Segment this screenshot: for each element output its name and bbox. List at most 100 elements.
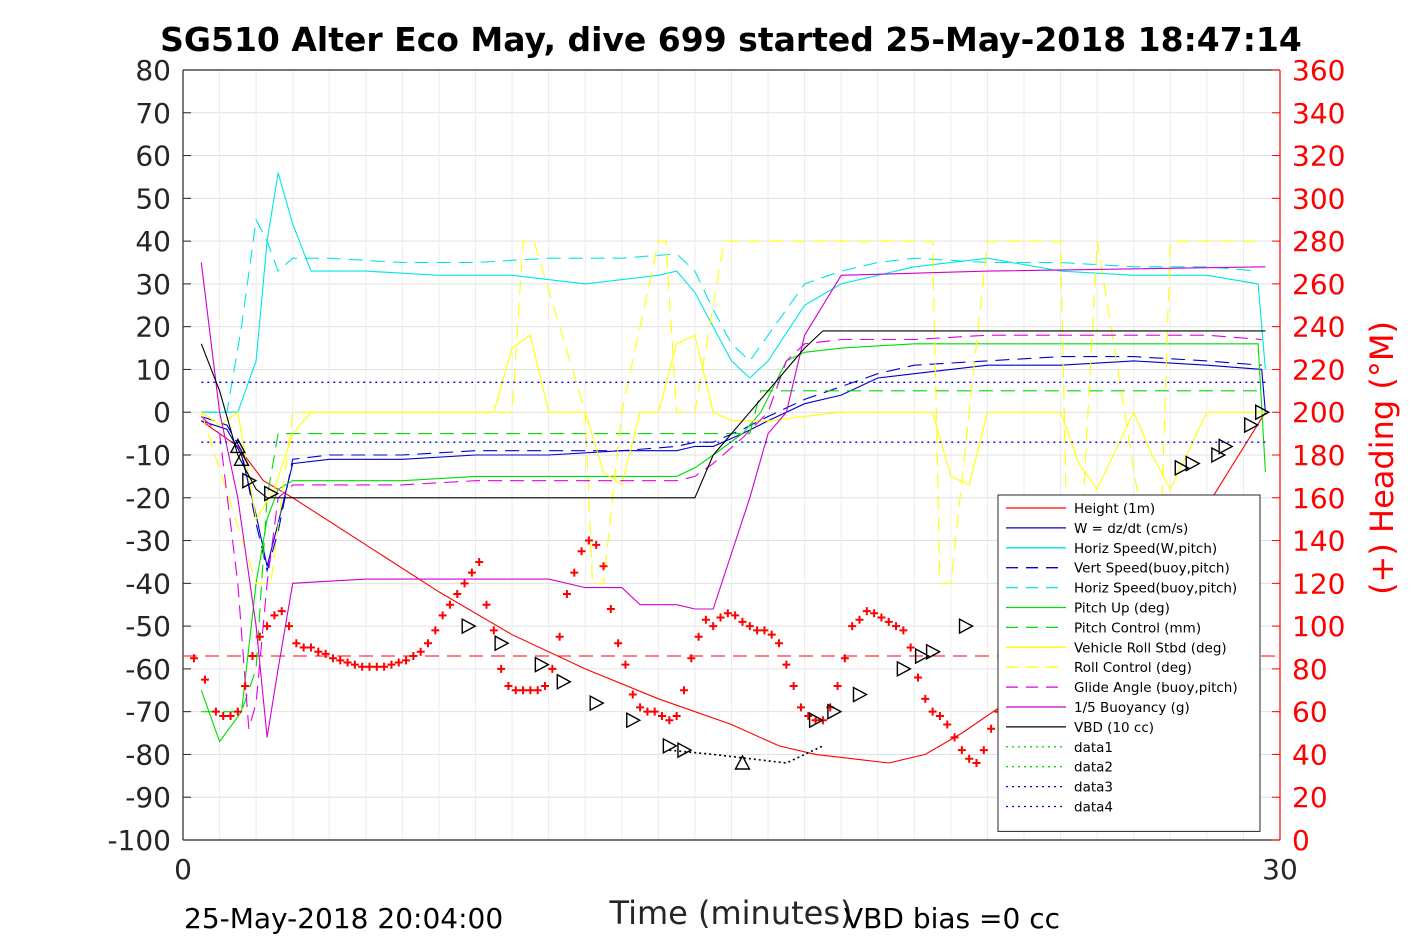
legend-label: data2	[1074, 760, 1113, 776]
heading-point	[299, 643, 308, 652]
heading-point	[833, 682, 842, 690]
y-tick-right-label: 80	[1292, 653, 1328, 686]
heading-point	[899, 626, 908, 635]
y-tick-left-label: 60	[135, 140, 171, 173]
series-line-1-5-buoyancy-g	[200, 262, 1266, 738]
heading-point	[614, 639, 623, 648]
heading-point	[679, 686, 688, 695]
heading-point	[504, 682, 513, 690]
heading-point	[548, 664, 557, 673]
triangle-up-marker	[229, 437, 247, 454]
y-tick-right-label: 260	[1292, 268, 1345, 301]
triangle-right-marker	[808, 712, 825, 729]
heading-point	[621, 660, 630, 669]
heading-point	[248, 652, 257, 661]
heading-point	[562, 590, 571, 599]
y-tick-left-label: -100	[107, 824, 171, 857]
y-tick-right-label: 40	[1292, 738, 1328, 771]
heading-point	[701, 615, 710, 624]
heading-point	[241, 682, 250, 690]
legend-label: data1	[1074, 740, 1113, 756]
triangle-right-marker	[914, 647, 931, 665]
y-tick-right-label: 300	[1292, 182, 1345, 215]
triangle-right-marker	[1174, 459, 1190, 477]
series-line-pitch-up-deg	[200, 343, 1266, 743]
heading-point	[599, 562, 608, 571]
heading-point	[840, 654, 849, 663]
heading-point	[233, 707, 242, 716]
triangle-up-marker	[233, 450, 250, 466]
heading-point	[723, 609, 732, 618]
heading-point	[372, 662, 381, 671]
heading-point	[423, 639, 432, 648]
triangle-right-marker	[896, 660, 912, 678]
heading-point	[314, 647, 323, 656]
heading-point	[782, 660, 791, 669]
triangle-right-marker	[662, 737, 678, 755]
heading-point	[650, 707, 659, 716]
heading-point	[811, 716, 820, 725]
heading-point	[321, 649, 330, 658]
legend-label: data3	[1074, 780, 1113, 796]
y-tick-left-label: 40	[135, 225, 171, 258]
triangle-right-marker	[494, 635, 510, 652]
y-tick-left-label: 10	[135, 353, 171, 386]
heading-point	[921, 694, 930, 703]
heading-point	[460, 579, 469, 588]
heading-point	[709, 622, 718, 631]
y-tick-right-label: 20	[1292, 781, 1328, 814]
heading-point	[584, 536, 593, 545]
footer-vbd-bias: VBD bias =0 cc	[844, 902, 1060, 935]
triangle-right-marker	[925, 643, 942, 660]
heading-point	[489, 626, 498, 635]
heading-point	[387, 660, 396, 669]
y-tick-left-label: -20	[125, 482, 171, 515]
y-tick-right-label: 100	[1292, 610, 1345, 643]
heading-point	[943, 720, 952, 729]
heading-point	[577, 547, 586, 556]
heading-point	[906, 643, 915, 652]
heading-point	[482, 600, 491, 609]
heading-point	[416, 647, 425, 656]
triangle-right-marker	[827, 703, 843, 720]
heading-point	[570, 568, 579, 577]
heading-point	[592, 540, 601, 549]
heading-point	[409, 652, 418, 661]
heading-point	[789, 682, 798, 690]
heading-point	[694, 632, 703, 641]
y-tick-left-label: -10	[125, 439, 171, 472]
y-tick-right-label: 180	[1292, 439, 1345, 472]
y-axis-right-label: (+) Heading (°M)	[1363, 321, 1401, 595]
heading-point	[870, 609, 879, 618]
y-axis-left: 80 70 60 50 40 30 20 10 0 -10 -20 -30 -40 -50 -60 -70 -8…	[107, 54, 191, 857]
y-tick-right-label: 140	[1292, 525, 1345, 558]
heading-point	[263, 622, 272, 631]
heading-point	[972, 759, 981, 767]
heading-point	[913, 673, 922, 682]
heading-point	[445, 600, 454, 609]
heading-point	[255, 632, 264, 641]
triangle-right-marker	[1255, 404, 1271, 421]
heading-point	[672, 711, 681, 720]
y-tick-left-label: -30	[125, 525, 171, 558]
heading-point	[189, 654, 198, 663]
y-tick-left-label: 80	[135, 54, 171, 87]
legend-label: data4	[1074, 800, 1113, 816]
heading-point	[541, 682, 550, 690]
legend-label: Horiz Speed(buoy,pitch)	[1074, 581, 1237, 597]
triangle-right-marker	[1211, 446, 1227, 464]
y-tick-right-label: 240	[1292, 311, 1345, 344]
y-tick-left-label: 50	[135, 182, 171, 215]
triangle-right-marker	[1244, 416, 1260, 434]
legend-label: Vehicle Roll Stbd (deg)	[1074, 640, 1227, 656]
legend-label: Horiz Speed(W,pitch)	[1074, 541, 1217, 557]
heading-point	[555, 632, 564, 641]
heading-point	[877, 613, 886, 622]
heading-point	[636, 703, 645, 712]
triangle-right-marker	[852, 686, 868, 703]
triangle-right-marker	[556, 673, 572, 690]
heading-point	[350, 660, 359, 669]
y-tick-left-label: 70	[135, 97, 171, 130]
heading-point	[526, 686, 535, 695]
